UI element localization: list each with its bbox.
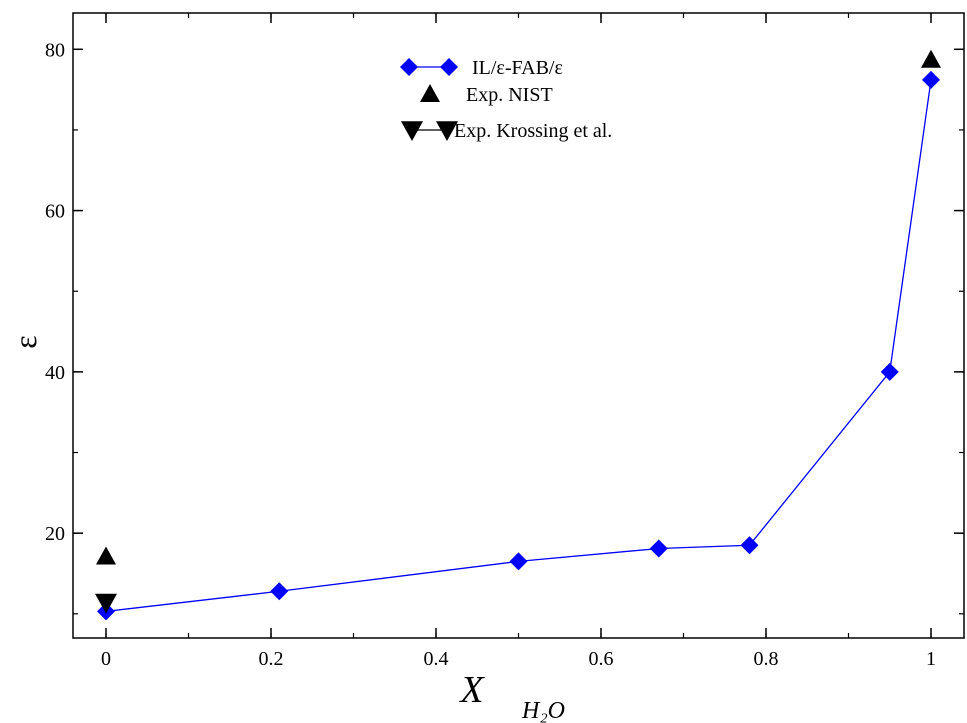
data-point xyxy=(96,546,116,565)
x-axis-label: X xyxy=(458,669,485,711)
legend-entry: Exp. NIST xyxy=(420,84,553,106)
legend-marker xyxy=(440,58,458,76)
series-0 xyxy=(97,70,940,621)
data-point xyxy=(509,552,528,571)
x-tick-label: 1 xyxy=(926,648,936,670)
data-point xyxy=(921,49,941,68)
y-tick-label: 80 xyxy=(45,39,65,61)
x-tick-label: 0.8 xyxy=(754,648,779,670)
x-tick-label: 0.6 xyxy=(589,648,614,670)
data-point xyxy=(270,582,289,601)
legend-label: Exp. Krossing et al. xyxy=(454,120,612,142)
plot-frame xyxy=(72,12,965,639)
data-point xyxy=(95,593,117,614)
legend-marker xyxy=(400,58,418,76)
y-tick-label: 40 xyxy=(45,362,65,384)
series-line xyxy=(105,79,932,613)
legend-label: IL/ε-FAB/ε xyxy=(472,57,563,79)
data-point xyxy=(922,70,940,89)
data-point xyxy=(880,362,899,381)
legend-marker xyxy=(436,121,458,141)
series-layer xyxy=(95,49,941,621)
legend-entry: Exp. Krossing et al. xyxy=(401,120,612,142)
y-tick-label: 60 xyxy=(45,201,65,223)
legend-label: Exp. NIST xyxy=(466,84,553,106)
x-axis-label-subscript: H₂O xyxy=(521,698,565,723)
y-axis-label: ε xyxy=(7,335,43,348)
legend-entry: IL/ε-FAB/ε xyxy=(400,57,563,79)
x-tick-label: 0.4 xyxy=(424,648,449,670)
data-point xyxy=(740,536,759,555)
legend-marker xyxy=(420,84,440,102)
x-tick-label: 0.2 xyxy=(259,648,284,670)
legend: IL/ε-FAB/ε Exp. NIST Exp. Krossing et al. xyxy=(400,57,612,142)
legend-marker xyxy=(401,121,423,141)
axis-ticks: 0 0.2 0.4 0.6 0.8 1 20 40 60 80 xyxy=(45,13,964,670)
series-2 xyxy=(95,593,117,614)
y-tick-label: 20 xyxy=(45,523,65,545)
data-point xyxy=(649,539,668,558)
series-1 xyxy=(96,49,941,565)
x-tick-label: 0 xyxy=(101,648,111,670)
